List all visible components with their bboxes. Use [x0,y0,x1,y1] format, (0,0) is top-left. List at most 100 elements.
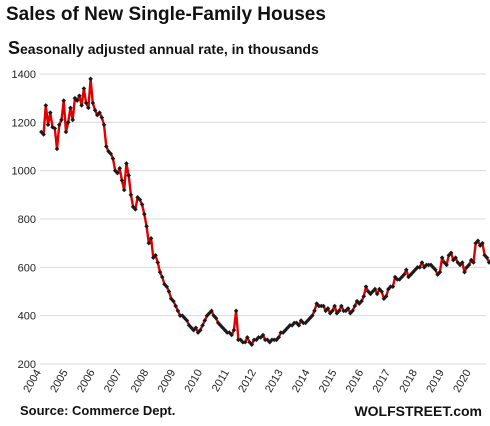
data-point [126,173,131,178]
data-point [307,315,313,321]
data-point [453,255,458,260]
data-point [451,257,456,263]
data-point [363,284,369,289]
data-point [200,323,205,328]
data-point [374,291,380,297]
data-point [92,107,98,113]
data-point [354,298,360,304]
data-point [72,95,78,101]
data-point [412,267,418,273]
data-point [206,310,212,316]
data-point [222,327,228,333]
data-point [56,122,62,128]
data-point [336,308,342,314]
data-point [242,339,248,345]
data-point [41,132,46,137]
data-point [186,323,192,328]
data-point [133,207,138,212]
data-point [168,296,174,302]
data-point [312,308,317,314]
data-point [285,325,290,331]
data-point [209,308,214,314]
data-point [106,149,111,154]
data-point [343,308,349,314]
data-point [43,103,49,108]
data-point [305,318,311,323]
data-point [379,289,384,294]
data-point [103,144,109,149]
y-tick-label: 400 [18,311,36,323]
brand-label: WOLFSTREET.com [354,403,482,419]
data-point [437,269,443,275]
data-point [213,315,219,321]
data-point [139,202,145,207]
y-tick-label: 1200 [12,117,36,129]
data-point [124,161,129,166]
data-point [406,274,411,280]
data-point [74,98,80,103]
data-point [191,327,196,333]
data-point [265,337,270,343]
data-point [314,301,320,306]
data-point [473,240,479,246]
data-point [258,335,264,340]
data-point [430,265,436,270]
data-point [280,330,286,335]
data-point [95,112,100,118]
data-point [153,252,158,258]
x-tick-label: 2009 [156,368,179,395]
data-point [68,105,73,111]
data-point [267,339,273,345]
data-point [83,100,89,106]
series-markers [39,76,490,347]
data-point [410,269,416,275]
data-point [294,320,299,326]
data-point [65,120,71,125]
data-point [171,298,176,304]
data-point [417,265,423,270]
x-tick-label: 2018 [397,368,420,395]
x-tick-label: 2005 [48,368,71,395]
y-tick-label: 600 [18,262,36,274]
data-point [198,327,203,333]
data-point [173,303,178,309]
data-point [303,320,308,326]
data-point [276,335,281,340]
chart-title: Sales of New Single-Family Houses [6,4,326,25]
data-point [421,265,427,270]
data-point [155,260,161,265]
data-point [381,296,387,302]
data-point [350,308,355,314]
data-point [475,238,481,244]
y-axis-ticks: 200 400 600 800 1000 1200 1400 [12,69,36,371]
x-tick-label: 2008 [129,368,152,395]
data-point [249,342,255,347]
data-point [486,260,490,265]
data-point [119,178,125,183]
x-tick-label: 2016 [344,368,367,395]
data-point [166,289,172,294]
x-tick-label: 2019 [424,368,447,395]
data-point [211,313,217,318]
data-point [184,318,190,323]
data-point [245,335,250,340]
data-point [332,303,337,309]
data-point [401,272,407,277]
data-point [195,330,201,335]
y-tick-label: 1400 [12,69,36,81]
data-point [229,332,234,338]
data-point [86,105,91,111]
data-point [368,291,373,297]
x-tick-label: 2013 [263,368,286,395]
data-point [289,323,295,328]
data-point [477,243,483,248]
data-point [462,269,467,275]
data-point [135,194,140,200]
data-point [352,303,358,309]
data-point [238,337,243,343]
subtitle-initial: S [8,38,21,58]
data-point [455,260,461,265]
data-point [468,257,474,263]
data-point [220,325,225,331]
x-tick-label: 2010 [183,368,206,395]
